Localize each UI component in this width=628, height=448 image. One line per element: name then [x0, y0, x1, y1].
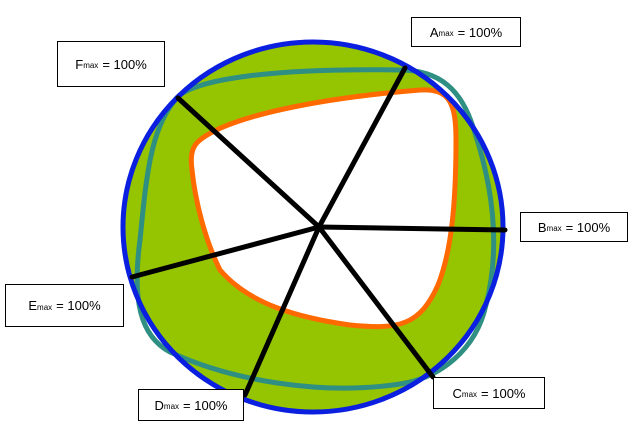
label-a-letter: A: [430, 26, 439, 39]
label-f-sub: max: [83, 62, 98, 70]
label-f-value: = 100%: [102, 58, 146, 71]
label-a-sub: max: [439, 30, 454, 38]
label-b-letter: B: [538, 221, 547, 234]
label-f-letter: F: [75, 58, 83, 71]
label-a-value: = 100%: [458, 26, 502, 39]
label-d-letter: D: [155, 399, 164, 412]
label-c-sub: max: [462, 391, 477, 399]
label-c-letter: C: [453, 387, 462, 400]
label-c-value: = 100%: [481, 387, 525, 400]
label-d-sub: max: [164, 403, 179, 411]
label-b-value: = 100%: [566, 221, 610, 234]
label-e-letter: E: [28, 299, 37, 312]
spoke-b: [319, 227, 505, 230]
label-d-value: = 100%: [183, 399, 227, 412]
label-e-value: = 100%: [56, 299, 100, 312]
label-b-sub: max: [547, 225, 562, 233]
label-e-sub: max: [37, 304, 52, 312]
